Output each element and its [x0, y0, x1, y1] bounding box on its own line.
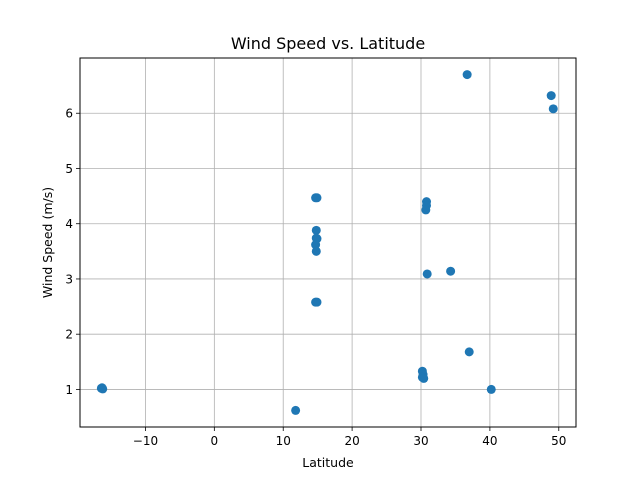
- y-tick-label: 1: [65, 383, 73, 397]
- x-tick-label: 30: [413, 434, 428, 448]
- x-tick-label: 50: [551, 434, 566, 448]
- ticks-layer: −10 0 10 20 30 40 50 1 2 3 4 5 6: [65, 107, 566, 448]
- y-axis-label: Wind Speed (m/s): [40, 187, 55, 298]
- chart-title: Wind Speed vs. Latitude: [231, 34, 425, 53]
- y-tick-label: 2: [65, 328, 73, 342]
- y-tick-label: 3: [65, 272, 73, 286]
- data-point: [312, 297, 322, 307]
- data-point: [311, 240, 321, 250]
- points-layer: [96, 70, 558, 415]
- grid-layer: [80, 58, 576, 427]
- data-point: [311, 225, 321, 235]
- data-point: [291, 405, 301, 415]
- x-tick-label: 0: [211, 434, 219, 448]
- x-axis-label: Latitude: [302, 455, 354, 470]
- plot-frame: [79, 57, 577, 428]
- data-point: [312, 193, 322, 203]
- data-point: [422, 269, 432, 279]
- data-point: [486, 384, 496, 394]
- x-tick-label: −10: [133, 434, 158, 448]
- data-point: [464, 347, 474, 357]
- x-tick-label: 10: [276, 434, 291, 448]
- data-point: [421, 205, 431, 215]
- x-tick-label: 20: [344, 434, 359, 448]
- y-tick-label: 6: [65, 107, 73, 121]
- y-tick-label: 4: [65, 217, 73, 231]
- data-point: [98, 384, 108, 394]
- data-point: [446, 266, 456, 276]
- data-point: [546, 91, 556, 101]
- data-point: [311, 246, 321, 256]
- data-point: [548, 104, 558, 114]
- data-point: [419, 373, 429, 383]
- x-tick-label: 40: [482, 434, 497, 448]
- data-point: [462, 70, 472, 80]
- y-tick-label: 5: [65, 162, 73, 176]
